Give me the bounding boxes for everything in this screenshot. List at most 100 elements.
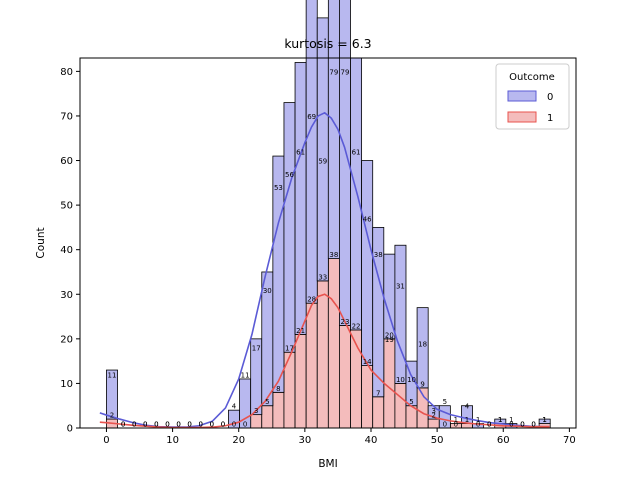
bar-label-0-2: 0 (132, 421, 136, 429)
bar-label-1-17: 21 (296, 327, 305, 335)
legend-label-0: 0 (547, 92, 553, 103)
bar-label-0-34: 0 (487, 421, 491, 429)
bar-label-0-0: 11 (108, 371, 117, 379)
y-tick-label-0: 0 (67, 424, 73, 435)
bar-label-0-31: 0 (454, 421, 458, 429)
bar-label-1-30: 0 (443, 421, 447, 429)
legend-swatch-0 (507, 90, 537, 102)
bar-label-0-13: 17 (252, 345, 261, 353)
x-axis: 0 10 20 30 40 50 60 70 (103, 428, 576, 446)
bar-1-18 (305, 302, 318, 429)
bar-0-16 (283, 102, 296, 353)
bar-label-1-16: 17 (285, 345, 294, 353)
bar-label-0-32: 4 (465, 403, 470, 411)
bar-0-19 (316, 17, 329, 282)
bar-label-0-38: 0 (531, 421, 535, 429)
bar-0-23 (361, 160, 374, 366)
y-tick-label-30: 30 (60, 290, 73, 301)
bar-label-1-32: 1 (465, 416, 469, 424)
bar-label-0-18: 69 (307, 113, 316, 121)
y-tick-label-70: 70 (60, 111, 73, 122)
x-axis-label: BMI (318, 458, 337, 470)
bar-label-0-8: 0 (199, 421, 203, 429)
bar-label-0-27: 10 (407, 376, 416, 384)
bar-label-1-10: 0 (221, 421, 225, 429)
bar-label-1-23: 14 (363, 358, 372, 366)
bar-label-0-3: 0 (143, 421, 147, 429)
y-axis-label: Count (35, 227, 47, 258)
legend: Outcome 0 1 (495, 63, 570, 130)
bar-label-1-0: 2 (110, 412, 114, 420)
y-tick-label-80: 80 (60, 67, 73, 78)
bar-0-26 (394, 244, 407, 384)
bar-1-32 (461, 423, 473, 429)
bar-0-22 (350, 57, 363, 331)
bar-1-29 (427, 418, 440, 429)
bar-label-1-36: 0 (509, 421, 513, 429)
bar-label-1-34: 0 (487, 421, 491, 429)
bar-0-28 (416, 307, 429, 389)
bar-label-1-2: 0 (132, 421, 136, 429)
bar-label-0-35: 1 (498, 416, 502, 424)
bar-1-23 (361, 365, 374, 429)
bar-1-14 (261, 405, 274, 429)
bar-label-0-19: 59 (318, 157, 327, 165)
plot-frame (79, 57, 577, 429)
legend-title: Outcome (509, 72, 555, 83)
bar-label-1-26: 10 (396, 376, 405, 384)
bar-label-1-5: 0 (165, 421, 169, 429)
y-tick-label-20: 20 (60, 334, 73, 345)
bar-label-0-16: 56 (285, 171, 294, 179)
bar-label-1-4: 0 (154, 421, 158, 429)
bar-label-1-21: 23 (341, 318, 350, 326)
bar-label-1-37: 0 (520, 421, 524, 429)
bar-1-26 (394, 383, 407, 429)
bar-label-1-15: 8 (276, 385, 280, 393)
bar-label-0-24: 38 (374, 251, 383, 259)
bar-label-1-24: 7 (376, 389, 380, 397)
legend-swatch-1 (507, 111, 537, 123)
y-tick-label-10: 10 (60, 379, 73, 390)
bar-1-19 (316, 280, 329, 429)
y-axis: 0 10 20 30 40 50 60 70 80 (60, 67, 80, 435)
bar-label-1-27: 5 (409, 398, 413, 406)
bar-label-0-4: 0 (154, 421, 158, 429)
bar-1-24 (372, 396, 385, 429)
bar-label-0-14: 30 (263, 287, 272, 295)
bar-label-0-37: 0 (520, 421, 524, 429)
legend-label-1: 1 (547, 113, 553, 124)
x-tick-label-50: 50 (431, 435, 444, 446)
bar-label-0-28: 18 (418, 340, 427, 348)
bar-label-0-29: 3 (431, 407, 435, 415)
bar-label-1-3: 0 (143, 421, 147, 429)
bar-label-1-6: 0 (176, 421, 180, 429)
x-tick-label-70: 70 (563, 435, 576, 446)
bar-label-1-35: 1 (498, 416, 502, 424)
bar-label-0-22: 61 (352, 149, 361, 157)
bar-label-0-33: 1 (476, 416, 480, 424)
bars-outcome-0 (106, 0, 551, 429)
bar-label-0-21: 79 (341, 68, 350, 76)
chart-title: kurtosis = 6.3 (284, 36, 371, 51)
bar-0-39 (538, 418, 551, 424)
bar-label-1-29: 2 (431, 412, 435, 420)
bar-label-0-26: 31 (396, 282, 405, 290)
x-tick-label-60: 60 (497, 435, 510, 446)
bar-label-1-31: 1 (454, 416, 458, 424)
bar-1-25 (383, 338, 396, 429)
bar-label-1-18: 28 (307, 296, 316, 304)
x-tick-label-40: 40 (365, 435, 378, 446)
bar-label-1-12: 0 (243, 421, 247, 429)
bar-label-1-13: 3 (254, 407, 258, 415)
bar-label-1-9: 0 (210, 421, 214, 429)
bar-label-1-8: 0 (199, 421, 203, 429)
bar-label-0-30: 5 (443, 398, 447, 406)
bar-label-1-11: 0 (232, 421, 236, 429)
bar-label-1-33: 0 (476, 421, 480, 429)
x-tick-label-30: 30 (298, 435, 311, 446)
bar-label-1-28: 9 (420, 380, 424, 388)
bar-label-1-19: 33 (318, 273, 327, 281)
bar-label-1-25: 20 (385, 331, 394, 339)
bar-label-1-39: 1 (542, 416, 546, 424)
